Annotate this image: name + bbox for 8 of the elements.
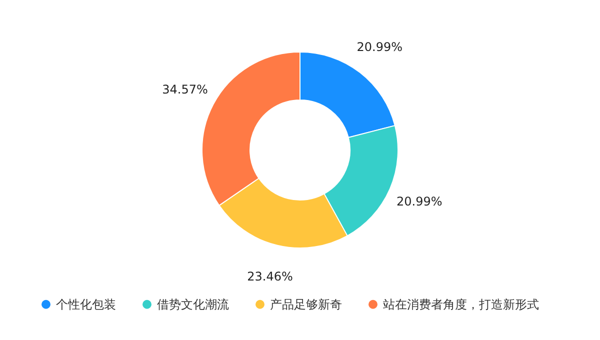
legend-label: 产品足够新奇 xyxy=(270,297,342,312)
data-label: 20.99% xyxy=(356,40,403,54)
data-label: 20.99% xyxy=(396,194,442,208)
data-label: 34.57% xyxy=(162,82,208,96)
legend-label: 借势文化潮流 xyxy=(157,297,229,312)
legend-label: 个性化包装 xyxy=(56,297,116,312)
data-label: 23.46% xyxy=(247,269,293,284)
legend-label: 站在消费者角度，打造新形式 xyxy=(383,297,539,312)
